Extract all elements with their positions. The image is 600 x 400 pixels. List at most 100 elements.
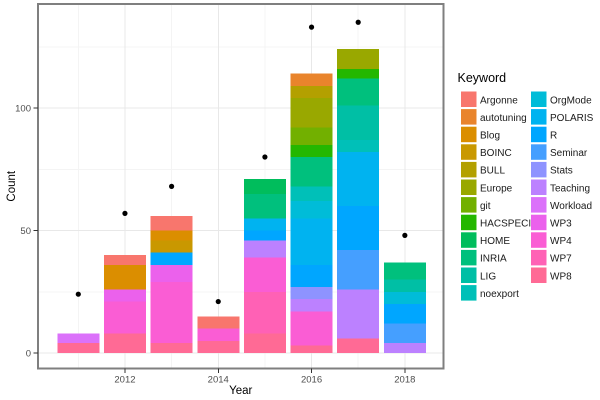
bar-2016 (290, 73, 333, 353)
legend-item-autotuning: autotuning (461, 109, 527, 125)
bar-segment-2018-INRIA (383, 262, 426, 280)
bar-segment-2017-INRIA (337, 78, 380, 106)
legend-swatch-Stats (531, 161, 547, 178)
legend-swatch-WP3 (531, 214, 547, 231)
legend-item-Seminar: Seminar (531, 144, 588, 160)
legend-label-WP4: WP4 (550, 236, 572, 247)
bar-segment-2016-WP4 (290, 311, 333, 346)
legend-item-INRIA: INRIA (461, 249, 507, 266)
bar-segment-2016-INRIA (290, 157, 333, 187)
legend-label-HOME: HOME (480, 236, 510, 247)
legend-swatch-Blog (461, 126, 477, 143)
legend-label-HACSPECIS: HACSPECIS (480, 219, 538, 230)
bar-segment-2015-R (243, 230, 286, 241)
legend-item-HOME: HOME (461, 232, 510, 248)
bar-segment-2015-WP7 (243, 291, 286, 334)
legend: Keyword Argonne autotuning Blog BOINC BULL Eur… (458, 71, 594, 301)
bar-2018 (383, 262, 426, 353)
bar-segment-2016-noexport (290, 186, 333, 202)
legend-item-noexport: noexport (461, 285, 519, 301)
bar-segment-2016-BULL (290, 85, 333, 99)
bar-segment-2011-Workload (57, 333, 100, 344)
bar-segment-2014-WP8 (197, 340, 240, 353)
legend-title: Keyword (458, 71, 507, 85)
bar-segment-2017-POLARIS (337, 152, 380, 206)
bar-segment-2017-Europe (337, 49, 380, 69)
bar-segment-2015-Teaching (243, 240, 286, 258)
bars (57, 49, 426, 353)
legend-item-Europe: Europe (461, 179, 513, 195)
x-tick-label: 2012 (114, 375, 135, 386)
bar-segment-2016-Stats (290, 286, 333, 300)
x-axis-title: Year (229, 385, 252, 397)
bar-segment-2018-R (383, 304, 426, 324)
legend-swatch-Teaching (531, 179, 547, 195)
legend-item-Blog: Blog (461, 126, 500, 143)
bar-segment-2013-BOINC (150, 240, 193, 253)
legend-item-OrgMode: OrgMode (531, 91, 592, 107)
legend-item-R: R (531, 126, 557, 143)
bar-segment-2018-LIG (383, 279, 426, 292)
bar-segment-2016-OrgMode (290, 201, 333, 219)
bar-segment-2013-WP8 (150, 343, 193, 353)
count-dot-2013 (169, 183, 175, 189)
bar-segment-2017-Teaching (337, 289, 380, 339)
y-axis-title: Count (6, 170, 18, 201)
legend-item-WP8: WP8 (531, 267, 572, 283)
bar-segment-2013-Blog (150, 230, 193, 241)
count-dot-2018 (402, 232, 408, 238)
count-dot-2015 (262, 154, 268, 160)
yearly-count-dots (75, 19, 408, 305)
legend-swatch-git (461, 197, 477, 213)
bar-2011 (57, 333, 100, 353)
legend-item-Stats: Stats (531, 161, 573, 178)
bar-segment-2016-POLARIS (290, 218, 333, 265)
legend-item-BULL: BULL (461, 161, 505, 178)
count-dot-2017 (355, 19, 361, 25)
bar-segment-2016-WP8 (290, 345, 333, 353)
legend-label-Europe: Europe (480, 183, 513, 194)
bar-segment-2011-WP8 (57, 343, 100, 353)
bar-segment-2012-WP8 (103, 333, 146, 353)
legend-swatch-HOME (461, 232, 477, 248)
x-tick-label: 2014 (208, 375, 229, 386)
bar-2012 (103, 255, 146, 353)
bar-segment-2013-Argonne (150, 215, 193, 231)
bar-segment-2018-OrgMode (383, 291, 426, 304)
legend-swatch-WP4 (531, 232, 547, 248)
x-tick-label: 2016 (301, 375, 322, 386)
legend-swatch-LIG (461, 267, 477, 283)
bar-segment-2014-Argonne (197, 316, 240, 329)
bar-segment-2017-Seminar (337, 250, 380, 290)
legend-swatch-autotuning (461, 109, 477, 125)
bar-2017 (337, 49, 380, 353)
legend-swatch-Seminar (531, 144, 547, 160)
legend-label-INRIA: INRIA (480, 254, 507, 265)
bar-segment-2016-Europe (290, 98, 333, 128)
x-tick-label: 2018 (394, 375, 415, 386)
bar-segment-2013-R (150, 252, 193, 265)
gridlines (38, 4, 444, 369)
bar-segment-2017-WP8 (337, 338, 380, 353)
bar-segment-2014-WP4 (197, 328, 240, 341)
legend-item-LIG: LIG (461, 267, 496, 283)
y-tick-label: 100 (15, 103, 31, 114)
bar-2015 (243, 179, 286, 353)
axes: 0 50 100 2012 2014 2016 2018 (15, 103, 415, 385)
legend-label-WP7: WP7 (550, 254, 572, 265)
bar-segment-2017-noexport (337, 139, 380, 153)
bar-segment-2018-Seminar (383, 323, 426, 344)
legend-label-Stats: Stats (550, 166, 573, 177)
legend-swatch-Argonne (461, 91, 477, 107)
legend-label-WP3: WP3 (550, 219, 572, 230)
legend-swatch-Europe (461, 179, 477, 195)
legend-label-OrgMode: OrgMode (550, 95, 592, 106)
panel-border (37, 3, 445, 370)
legend-swatch-Workload (531, 197, 547, 213)
bar-2013 (150, 215, 193, 353)
y-tick-label: 0 (26, 348, 31, 359)
legend-label-noexport: noexport (480, 289, 519, 300)
legend-label-WP8: WP8 (550, 271, 572, 282)
